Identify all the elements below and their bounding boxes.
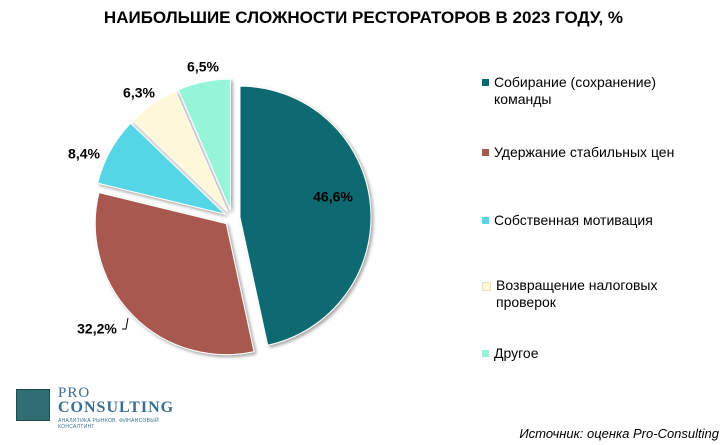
pro-consulting-logo: PRO CONSULTING АНАЛИТИКА РЫНКОВ. ФИНАНСО… xyxy=(14,385,194,430)
source-note: Источник: оценка Pro-Consulting xyxy=(519,426,719,441)
chart-title: НАИБОЛЬШИЕ СЛОЖНОСТИ РЕСТОРАТОРОВ В 2023… xyxy=(103,8,624,27)
logo-line1: PRO xyxy=(58,385,91,401)
legend-swatch-team xyxy=(482,79,489,86)
legend-item-prices: Удержание стабильных цен xyxy=(482,144,722,161)
data-label-team: 46,6% xyxy=(313,189,353,205)
pie-slice-motivation xyxy=(97,122,227,216)
data-label-prices: 32,2% xyxy=(77,321,117,337)
legend-label-motivation: Собственная мотивация xyxy=(494,212,653,228)
logo-emblem-icon xyxy=(16,389,50,421)
legend-swatch-motivation xyxy=(482,217,489,224)
legend-item-other: Другое xyxy=(482,345,722,362)
pie-slice-tax xyxy=(132,90,228,212)
legend-item-motivation: Собственная мотивация xyxy=(482,212,722,229)
legend-label-team: Собирание (сохранение) команды xyxy=(494,74,657,107)
legend-swatch-other xyxy=(482,350,489,357)
legend-swatch-prices xyxy=(482,149,489,156)
leader-line-prices xyxy=(122,317,129,330)
legend-item-tax: Возвращение налоговых проверок xyxy=(482,277,722,311)
data-label-tax: 6,3% xyxy=(123,85,155,101)
legend-label-other: Другое xyxy=(494,345,539,361)
legend-item-team: Собирание (сохранение) команды xyxy=(482,74,722,108)
legend-label-tax: Возвращение налоговых проверок xyxy=(496,277,658,310)
legend-swatch-tax xyxy=(482,282,491,291)
pie-slice-other xyxy=(177,78,231,211)
logo-tagline: АНАЛИТИКА РЫНКОВ. ФИНАНСОВЫЙ КОНСАЛТИНГ xyxy=(58,418,159,430)
logo-line2: CONSULTING xyxy=(58,399,175,416)
legend-label-prices: Удержание стабильных цен xyxy=(494,144,675,160)
data-label-other: 6,5% xyxy=(187,59,219,75)
pie-slice-prices xyxy=(94,191,255,356)
data-label-motivation: 8,4% xyxy=(68,146,100,162)
pie-slice-team xyxy=(239,85,372,346)
